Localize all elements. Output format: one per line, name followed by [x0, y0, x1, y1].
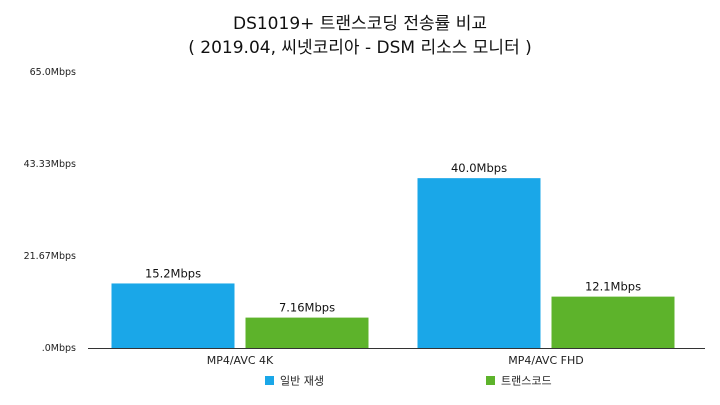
- legend: 일반 재생 트랜스코드: [265, 374, 552, 388]
- data-label: 7.16Mbps: [279, 301, 335, 315]
- y-tick-label: 65.0Mbps: [30, 67, 76, 78]
- data-label: 12.1Mbps: [585, 280, 641, 294]
- legend-label: 일반 재생: [280, 374, 324, 388]
- legend-swatch-normal-playback: [265, 376, 274, 385]
- chart-title: DS1019+ 트랜스코딩 전송률 비교: [233, 14, 487, 34]
- data-label: 15.2Mbps: [145, 266, 201, 280]
- bars-group: 15.2Mbps 40.0Mbps 7.16Mbps 12.1Mbps: [111, 161, 675, 348]
- y-axis-tick-labels: .0Mbps 21.67Mbps 43.33Mbps 65.0Mbps: [24, 67, 76, 354]
- data-label: 40.0Mbps: [451, 161, 507, 175]
- y-tick-label: 43.33Mbps: [24, 159, 76, 170]
- category-label: MP4/AVC FHD: [508, 354, 583, 367]
- bar-transcode: [551, 296, 675, 348]
- category-labels: MP4/AVC 4K MP4/AVC FHD: [207, 354, 584, 367]
- bar-normal-playback: [417, 178, 541, 348]
- y-tick-label: .0Mbps: [42, 343, 76, 354]
- bar-normal-playback: [111, 283, 235, 348]
- legend-label: 트랜스코드: [501, 375, 552, 388]
- chart-subtitle: ( 2019.04, 씨넷코리아 - DSM 리소스 모니터 ): [188, 38, 532, 58]
- legend-swatch-transcode: [486, 376, 495, 385]
- bar-transcode: [245, 317, 369, 348]
- category-label: MP4/AVC 4K: [207, 354, 274, 367]
- y-tick-label: 21.67Mbps: [24, 251, 76, 262]
